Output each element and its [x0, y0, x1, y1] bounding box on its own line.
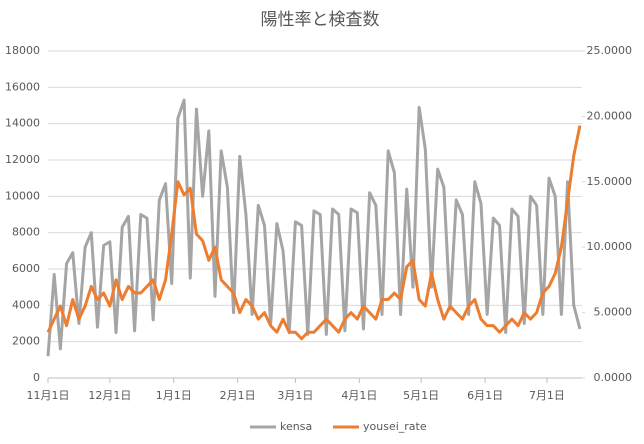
- y-tick-label: 12000: [5, 153, 40, 166]
- y2-tick-label: 20.0000: [587, 109, 633, 122]
- y2-tick-label: 15.0000: [587, 175, 633, 188]
- y2-tick-label: 10.0000: [587, 240, 633, 253]
- x-tick-label: 4月1日: [341, 389, 377, 402]
- legend-label: kensa: [280, 420, 312, 433]
- x-tick-label: 6月1日: [467, 389, 503, 402]
- y2-tick-label: 0.0000: [594, 371, 633, 384]
- y2-tick-label: 25.0000: [587, 44, 633, 57]
- y2-tick-label: 5.0000: [594, 306, 633, 319]
- x-tick-label: 12月1日: [88, 389, 131, 402]
- y-tick-label: 18000: [5, 44, 40, 57]
- x-tick-label: 3月1日: [277, 389, 313, 402]
- x-tick-label: 11月1日: [27, 389, 70, 402]
- x-tick-label: 2月1日: [220, 389, 256, 402]
- y-tick-label: 6000: [12, 262, 40, 275]
- y-tick-label: 0: [33, 371, 40, 384]
- y-tick-label: 10000: [5, 189, 40, 202]
- x-tick-label: 7月1日: [529, 389, 565, 402]
- y-tick-label: 2000: [12, 335, 40, 348]
- series-line: [46, 125, 582, 341]
- y-tick-label: 16000: [5, 80, 40, 93]
- legend-label: yousei_rate: [363, 420, 427, 433]
- y-tick-label: 14000: [5, 117, 40, 130]
- y-tick-label: 4000: [12, 298, 40, 311]
- y-tick-label: 8000: [12, 226, 40, 239]
- x-tick-label: 5月1日: [403, 389, 439, 402]
- x-tick-label: 1月1日: [156, 389, 192, 402]
- chart-title: 陽性率と検査数: [261, 10, 380, 30]
